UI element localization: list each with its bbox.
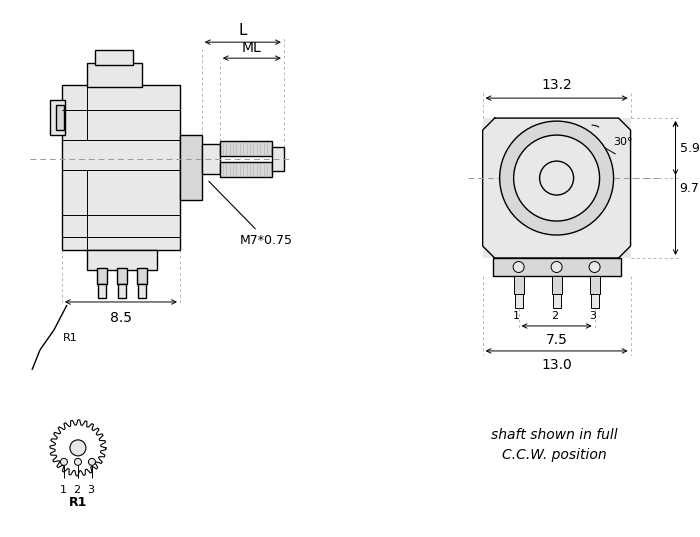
Polygon shape — [483, 118, 631, 258]
Text: R1: R1 — [62, 333, 77, 343]
Text: C.C.W. position: C.C.W. position — [503, 448, 607, 462]
Text: 2: 2 — [74, 485, 80, 495]
Text: M7*0.75: M7*0.75 — [209, 182, 293, 246]
Bar — [589, 276, 600, 294]
Circle shape — [60, 459, 67, 466]
Bar — [483, 118, 631, 258]
Text: 3: 3 — [88, 485, 94, 495]
Bar — [220, 141, 272, 156]
Text: 13.0: 13.0 — [541, 358, 572, 372]
Bar — [514, 294, 523, 308]
Bar — [87, 63, 142, 87]
Text: 8.5: 8.5 — [110, 311, 132, 325]
Bar — [97, 268, 107, 284]
Text: 2: 2 — [551, 311, 558, 321]
Text: 3: 3 — [589, 311, 596, 321]
Text: 7.5: 7.5 — [546, 333, 568, 347]
Circle shape — [88, 459, 95, 466]
Bar — [56, 105, 64, 130]
Bar — [87, 250, 157, 270]
Circle shape — [540, 161, 573, 195]
Bar — [493, 258, 621, 276]
Bar — [118, 284, 126, 298]
Text: ML: ML — [242, 41, 262, 55]
Bar — [137, 268, 147, 284]
Bar — [514, 276, 524, 294]
Circle shape — [500, 121, 614, 235]
Bar — [272, 147, 284, 171]
Circle shape — [513, 262, 524, 272]
Bar — [95, 50, 133, 65]
Circle shape — [74, 459, 81, 466]
Text: L: L — [239, 23, 247, 38]
Bar — [62, 85, 180, 250]
Bar — [117, 268, 127, 284]
Text: 1: 1 — [60, 485, 66, 495]
Text: 30°: 30° — [614, 137, 633, 147]
Bar — [180, 135, 202, 200]
Bar — [552, 276, 561, 294]
Text: 1: 1 — [513, 311, 520, 321]
Bar — [552, 294, 561, 308]
Bar — [98, 284, 106, 298]
Circle shape — [70, 440, 86, 456]
Text: shaft shown in full: shaft shown in full — [491, 428, 618, 442]
Bar — [138, 284, 146, 298]
Circle shape — [514, 135, 600, 221]
Text: R1: R1 — [69, 496, 87, 509]
Bar — [591, 294, 598, 308]
Bar — [202, 144, 220, 175]
Bar — [50, 100, 65, 135]
Bar — [220, 162, 272, 177]
Text: 13.2: 13.2 — [541, 78, 572, 92]
Text: 5.9: 5.9 — [680, 142, 699, 155]
Text: 9.7: 9.7 — [680, 182, 699, 194]
Circle shape — [589, 262, 600, 272]
Circle shape — [551, 262, 562, 272]
